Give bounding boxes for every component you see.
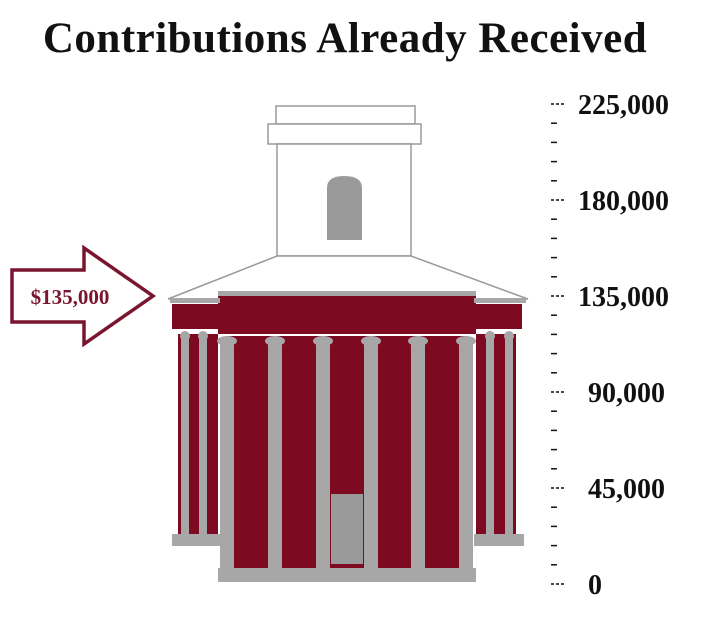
left-wing-top: [170, 298, 220, 303]
wing-columns: [180, 331, 514, 536]
left-wing-entablature: [172, 304, 220, 329]
value-arrow: $135,000: [10, 244, 157, 348]
chart-title: Contributions Already Received: [42, 15, 648, 62]
right-arrow-icon: [10, 244, 157, 348]
central-entablature: [218, 294, 476, 334]
tower-cornice: [267, 123, 422, 145]
tick-label: 45,000: [588, 474, 665, 505]
tick-label: 135,000: [578, 282, 669, 313]
central-base: [218, 568, 476, 582]
value-label: $135,000: [31, 285, 110, 309]
right-wing-top: [474, 298, 526, 303]
right-wing-base: [474, 534, 524, 546]
central-columns: [217, 336, 476, 572]
tick-label: 90,000: [588, 378, 665, 409]
tower-top-block: [275, 105, 416, 125]
right-wing-entablature: [474, 304, 522, 329]
value-axis: 0 45,000 90,000 135,000 180,000 225,000: [551, 90, 669, 601]
central-entablature-top: [218, 291, 476, 296]
capitol-building-icon: [167, 105, 529, 582]
tower-window: [327, 176, 362, 240]
tick-label: 180,000: [578, 186, 669, 217]
thermometer-fill: [172, 294, 522, 570]
left-wing-base: [172, 534, 220, 546]
roof: [167, 255, 529, 300]
door: [331, 494, 363, 564]
tick-label: 0: [588, 570, 602, 601]
tick-label: 225,000: [578, 90, 669, 121]
